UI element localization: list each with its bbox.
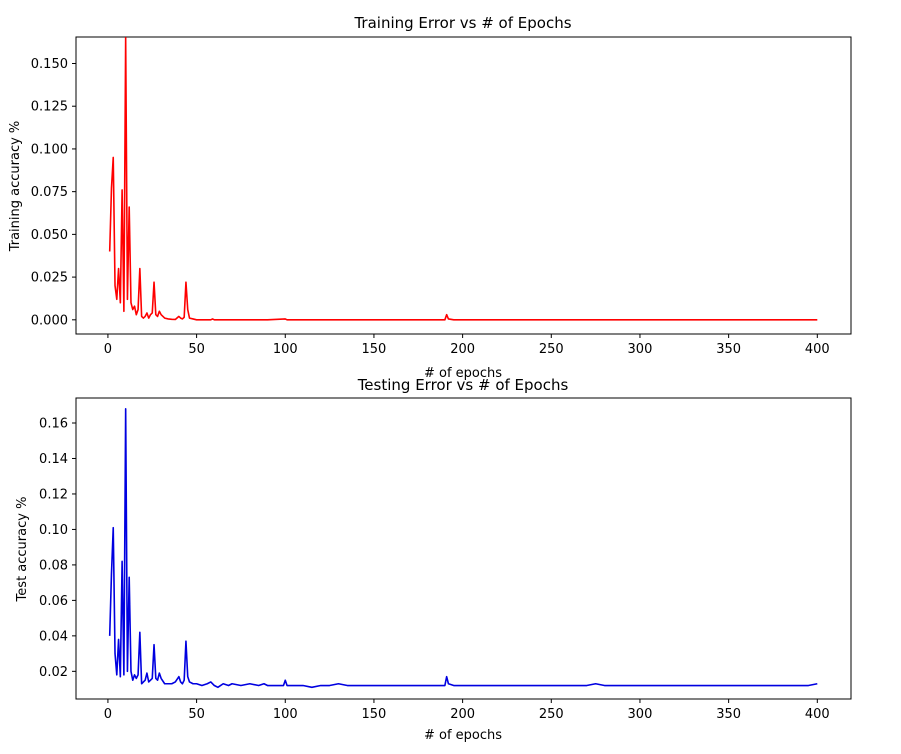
chart-top-plot-area bbox=[75, 36, 852, 335]
chart-bottom-x-tick-label: 250 bbox=[539, 707, 564, 722]
chart-top-x-tick-label: 150 bbox=[362, 342, 387, 357]
chart-top-x-tick-label: 200 bbox=[450, 342, 475, 357]
chart-bottom-x-tick-label: 400 bbox=[805, 707, 830, 722]
chart-top-y-tick-label: 0.100 bbox=[31, 142, 68, 157]
chart-bottom-y-tick-label: 0.06 bbox=[39, 594, 68, 609]
chart-top-y-tick-label: 0.150 bbox=[31, 57, 68, 72]
chart-bottom-x-tick-label: 300 bbox=[628, 707, 653, 722]
chart-top-y-tick-label: 0.075 bbox=[31, 185, 68, 200]
chart-bottom-y-tick-label: 0.08 bbox=[39, 558, 68, 573]
chart-top-y-tick-label: 0.125 bbox=[31, 100, 68, 115]
chart-bottom-x-ticks: 0 50 100 150 200 250 300 350 400 bbox=[104, 699, 830, 722]
chart-top-x-tick-label: 400 bbox=[805, 342, 830, 357]
chart-bottom-y-tick-label: 0.14 bbox=[39, 452, 68, 467]
chart-bottom-series bbox=[108, 408, 818, 689]
chart-top-y-tick-label: 0.050 bbox=[31, 228, 68, 243]
chart-bottom-y-tick-label: 0.04 bbox=[39, 629, 68, 644]
chart-bottom-y-tick-label: 0.16 bbox=[39, 417, 68, 432]
chart-bottom-y-tick-label: 0.02 bbox=[39, 665, 68, 680]
chart-bottom-x-tick-label: 50 bbox=[188, 707, 205, 722]
chart-bottom-plot-area bbox=[75, 397, 852, 700]
chart-top-x-tick-label: 250 bbox=[539, 342, 564, 357]
chart-top-x-tick-label: 350 bbox=[716, 342, 741, 357]
chart-bottom-x-tick-label: 200 bbox=[450, 707, 475, 722]
chart-bottom-series-line bbox=[108, 408, 818, 689]
chart-top-y-label: Training accuracy % bbox=[8, 121, 23, 253]
chart-top-y-ticks: 0.000 0.025 0.050 0.075 0.100 0.125 0.150 bbox=[31, 57, 76, 328]
chart-bottom-x-tick-label: 100 bbox=[273, 707, 298, 722]
chart-top-series-line bbox=[108, 37, 818, 321]
chart-bottom-x-tick-label: 0 bbox=[104, 707, 112, 722]
chart-bottom-x-tick-label: 350 bbox=[716, 707, 741, 722]
chart-top-x-tick-label: 300 bbox=[628, 342, 653, 357]
chart-top-x-tick-label: 50 bbox=[188, 342, 205, 357]
chart-top-x-label: # of epochs bbox=[424, 366, 502, 381]
chart-bottom-y-tick-label: 0.10 bbox=[39, 523, 68, 538]
chart-top-x-tick-label: 0 bbox=[104, 342, 112, 357]
chart-top: Training Error vs # of Epochs 0 50 100 150 2… bbox=[8, 14, 852, 381]
chart-bottom-y-ticks: 0.02 0.04 0.06 0.08 0.10 0.12 0.14 0.16 bbox=[39, 417, 76, 680]
chart-bottom-title: Testing Error vs # of Epochs bbox=[357, 376, 569, 394]
chart-top-title: Training Error vs # of Epochs bbox=[353, 14, 571, 32]
chart-bottom-x-label: # of epochs bbox=[424, 728, 502, 743]
chart-top-x-ticks: 0 50 100 150 200 250 300 350 400 bbox=[104, 334, 830, 357]
chart-bottom-y-tick-label: 0.12 bbox=[39, 487, 68, 502]
chart-bottom-x-tick-label: 150 bbox=[362, 707, 387, 722]
chart-bottom-y-label: Test accuracy % bbox=[15, 497, 30, 603]
chart-bottom: Testing Error vs # of Epochs 0 50 100 150 20… bbox=[15, 376, 852, 743]
chart-top-x-tick-label: 100 bbox=[273, 342, 298, 357]
chart-top-series bbox=[108, 37, 818, 321]
chart-top-y-tick-label: 0.025 bbox=[31, 271, 68, 286]
chart-top-y-tick-label: 0.000 bbox=[31, 313, 68, 328]
